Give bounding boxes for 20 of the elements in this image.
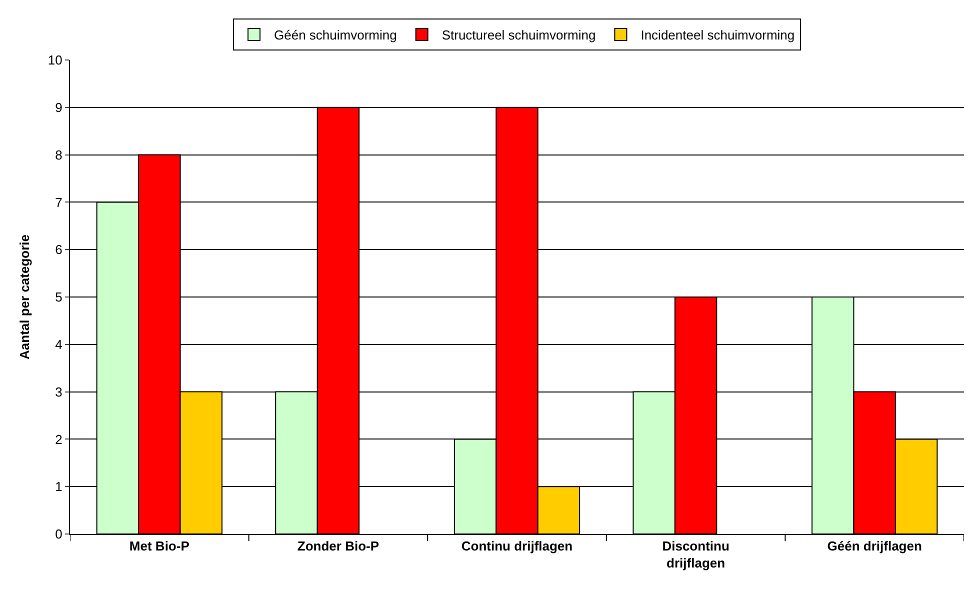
x-tick-label: Géén drijflagen: [827, 538, 922, 554]
y-tick-label: 10: [48, 52, 62, 68]
x-tick-label: Continu drijflagen: [461, 538, 573, 554]
x-tick-label: Zonder Bio-P: [297, 538, 380, 554]
y-tick-label: 3: [55, 384, 62, 400]
y-tick-label: 2: [55, 432, 62, 447]
legend-label: Structureel schuimvorming: [442, 28, 596, 43]
y-tick-label: 4: [55, 336, 62, 352]
y-axis-title: Aantal per categorie: [16, 234, 32, 360]
legend-label: Géén schuimvorming: [274, 28, 397, 43]
y-tick-label: 9: [55, 100, 62, 115]
x-tick-label: Discontinu drijflagen: [662, 538, 730, 570]
y-tick-label: 8: [55, 147, 62, 162]
y-tick-label: 7: [55, 194, 62, 210]
y-tick-label: 6: [55, 242, 62, 258]
y-tick-label: 0: [55, 526, 62, 542]
y-tick-label: 1: [55, 479, 62, 494]
legend-label: Incidenteel schuimvorming: [640, 28, 795, 43]
x-tick-label: Met Bio-P: [129, 538, 190, 554]
y-tick-label: 5: [55, 290, 62, 305]
